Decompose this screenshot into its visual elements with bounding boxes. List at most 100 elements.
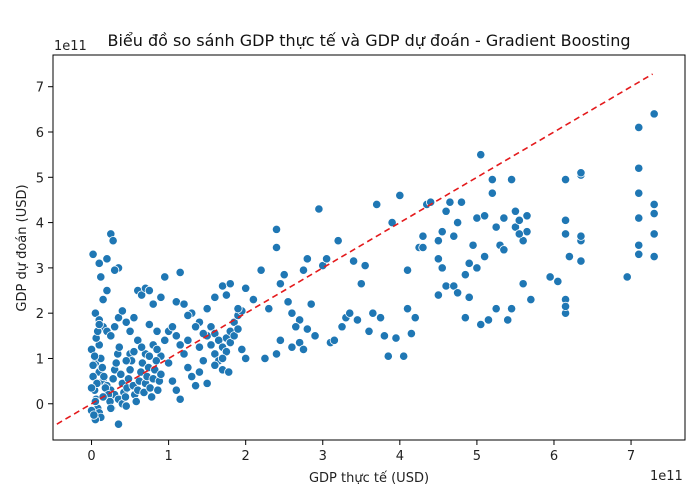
data-point xyxy=(437,227,447,237)
data-point xyxy=(113,419,124,429)
data-point xyxy=(295,315,305,325)
data-point xyxy=(89,410,99,420)
data-point xyxy=(287,308,297,318)
data-point xyxy=(480,251,490,262)
x-tick-label: 5 xyxy=(473,449,481,464)
data-point xyxy=(183,310,193,321)
data-point xyxy=(453,217,463,228)
data-point xyxy=(333,236,343,246)
data-point xyxy=(560,215,571,225)
data-point xyxy=(456,197,467,207)
data-point xyxy=(171,297,181,307)
data-point xyxy=(106,403,116,413)
data-point xyxy=(198,356,208,366)
data-point xyxy=(187,371,197,382)
data-point xyxy=(506,174,517,185)
data-point xyxy=(210,349,220,359)
data-point xyxy=(137,290,147,300)
data-point xyxy=(144,351,154,361)
data-point xyxy=(329,335,339,345)
data-point xyxy=(310,331,320,341)
data-point xyxy=(433,236,443,246)
data-point xyxy=(97,362,107,373)
data-point xyxy=(129,347,139,357)
data-point xyxy=(460,270,470,280)
data-point xyxy=(487,188,497,198)
data-point xyxy=(514,215,524,225)
data-point xyxy=(194,342,205,352)
data-point xyxy=(649,199,659,210)
data-point xyxy=(214,335,224,345)
data-point xyxy=(129,313,139,323)
data-point xyxy=(449,231,459,241)
data-point xyxy=(271,349,282,359)
data-point xyxy=(98,294,108,305)
data-point xyxy=(426,197,436,207)
data-point xyxy=(152,344,162,355)
data-point xyxy=(279,270,289,280)
data-point xyxy=(503,315,513,325)
data-point xyxy=(233,324,243,334)
data-point xyxy=(110,322,120,332)
data-point xyxy=(175,394,185,404)
data-point xyxy=(256,265,266,275)
y-tick-label: 6 xyxy=(36,126,44,141)
data-point xyxy=(491,304,501,314)
data-point xyxy=(514,229,524,239)
data-point xyxy=(131,396,141,407)
data-point xyxy=(476,150,486,160)
y-tick-label: 1 xyxy=(36,352,44,367)
data-point xyxy=(298,344,309,355)
data-point xyxy=(114,342,124,352)
data-point xyxy=(322,254,332,264)
data-point xyxy=(418,242,428,253)
data-point xyxy=(86,383,97,393)
data-point xyxy=(94,258,104,268)
data-point xyxy=(622,272,632,282)
data-point xyxy=(499,213,509,223)
data-point xyxy=(171,385,181,395)
data-point xyxy=(510,206,521,216)
reference-line xyxy=(56,73,654,425)
data-point xyxy=(194,367,205,377)
data-point xyxy=(356,279,366,289)
x-tick-label: 2 xyxy=(242,449,250,464)
data-point xyxy=(108,374,118,384)
data-point xyxy=(487,174,497,185)
data-point xyxy=(144,285,154,296)
data-point xyxy=(237,344,247,355)
data-point xyxy=(402,265,413,275)
data-point xyxy=(111,358,121,368)
data-point xyxy=(167,376,178,386)
data-point xyxy=(120,392,131,402)
data-point xyxy=(160,335,170,345)
data-point xyxy=(164,358,174,368)
x-tick-label: 0 xyxy=(87,449,95,464)
data-point xyxy=(248,294,258,305)
data-point xyxy=(160,272,170,282)
data-point xyxy=(472,263,482,273)
data-point xyxy=(302,254,312,264)
data-point xyxy=(125,365,135,375)
data-point xyxy=(387,217,397,228)
data-point xyxy=(102,254,112,264)
data-point xyxy=(483,315,494,325)
y-tick-label: 2 xyxy=(36,307,44,322)
data-point xyxy=(148,299,158,309)
data-point xyxy=(156,292,166,302)
data-point xyxy=(190,322,201,332)
ticks-layer: 0 1 2 3 4 5 6 7 0 1 2 3 4 5 6 7 xyxy=(36,81,635,464)
data-point xyxy=(441,206,451,216)
data-point xyxy=(144,319,154,330)
data-point xyxy=(125,326,135,336)
data-point xyxy=(634,249,644,259)
data-point xyxy=(345,308,355,318)
x-tick-label: 1 xyxy=(164,449,172,464)
data-point xyxy=(649,208,659,219)
x-tick-label: 7 xyxy=(627,449,635,464)
data-point xyxy=(202,378,212,388)
data-point xyxy=(210,328,220,339)
data-point xyxy=(121,356,131,366)
x-tick-label: 4 xyxy=(396,449,404,464)
